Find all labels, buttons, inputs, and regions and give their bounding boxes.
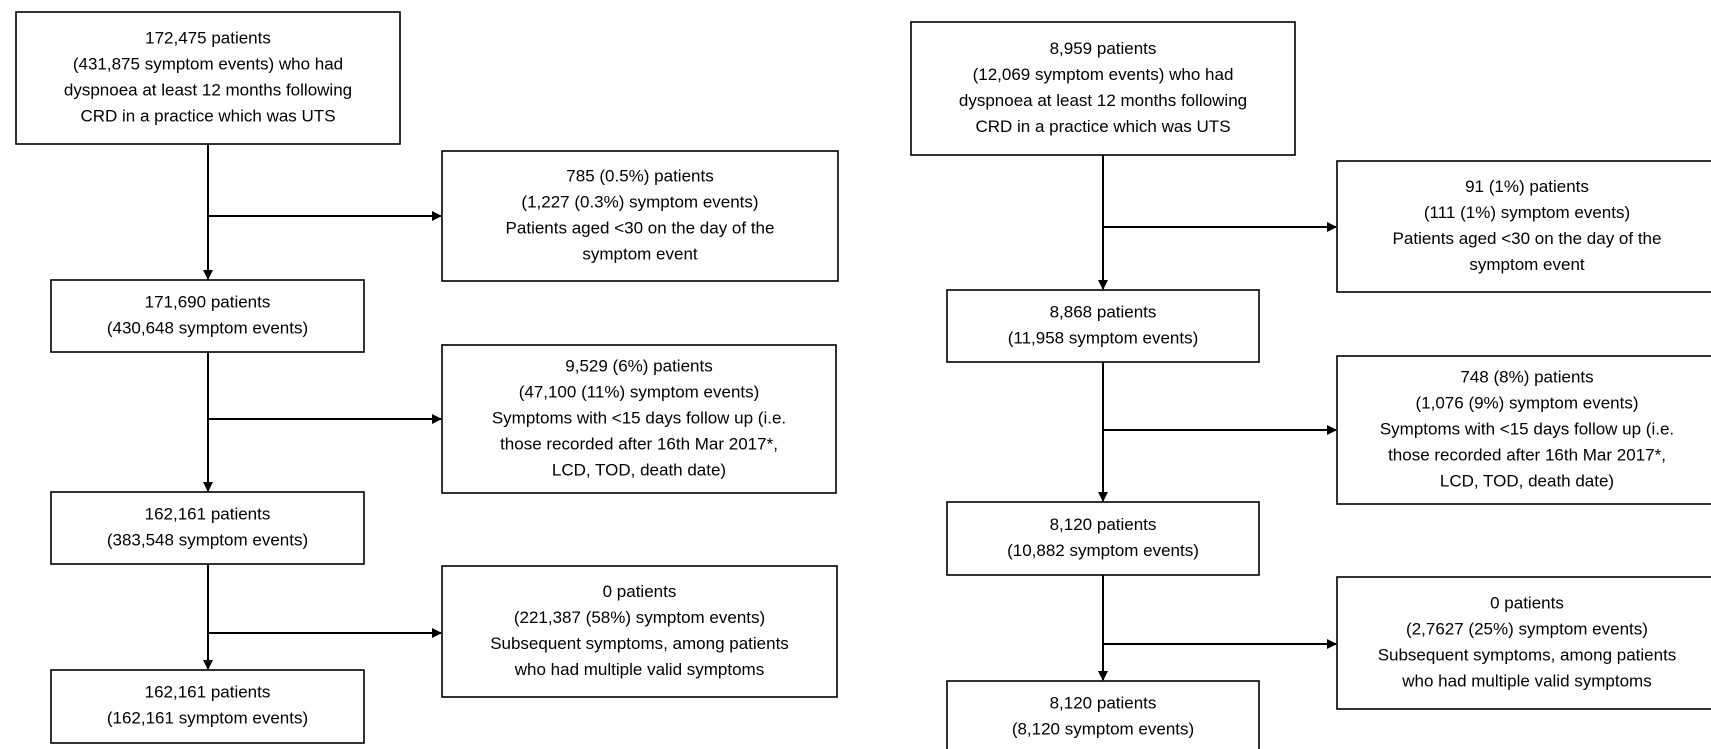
box-text: (10,882 symptom events) (1007, 541, 1199, 560)
box-text: (383,548 symptom events) (107, 530, 308, 549)
box-text: 8,120 patients (1050, 693, 1157, 712)
flow-box (50, 279, 365, 353)
box-text: dyspnoea at least 12 months following (64, 80, 352, 99)
box-text: (1,076 (9%) symptom events) (1416, 393, 1639, 412)
box-text: 8,959 patients (1050, 39, 1157, 58)
flow-box (946, 501, 1260, 576)
box-text: (221,387 (58%) symptom events) (514, 608, 765, 627)
flow-box (50, 669, 365, 744)
box-text: 748 (8%) patients (1460, 367, 1593, 386)
box-text: dyspnoea at least 12 months following (959, 91, 1247, 110)
box-text: 91 (1%) patients (1465, 177, 1589, 196)
box-text: (12,069 symptom events) who had (973, 65, 1234, 84)
exclusion-box (1336, 160, 1711, 293)
box-text: 162,161 patients (145, 504, 271, 523)
box-text: LCD, TOD, death date) (552, 460, 726, 479)
box-text: (47,100 (11%) symptom events) (519, 382, 760, 401)
box-text: Patients aged <30 on the day of the (1393, 229, 1662, 248)
box-text: 0 patients (603, 582, 677, 601)
box-text: 9,529 (6%) patients (565, 356, 712, 375)
box-text: (162,161 symptom events) (107, 708, 308, 727)
box-text: symptom event (582, 244, 698, 263)
box-text: Symptoms with <15 days follow up (i.e. (492, 408, 786, 427)
box-text: Subsequent symptoms, among patients (490, 634, 789, 653)
box-text: (11,958 symptom events) (1008, 328, 1199, 347)
box-text: Subsequent symptoms, among patients (1378, 645, 1677, 664)
box-text: Symptoms with <15 days follow up (i.e. (1380, 419, 1674, 438)
box-text: those recorded after 16th Mar 2017*, (500, 434, 778, 453)
box-text: who had multiple valid symptoms (1401, 671, 1651, 690)
box-text: CRD in a practice which was UTS (975, 117, 1230, 136)
box-text: LCD, TOD, death date) (1440, 471, 1614, 490)
box-text: symptom event (1469, 255, 1585, 274)
exclusion-box (441, 344, 837, 494)
box-text: (431,875 symptom events) who had (73, 54, 343, 73)
box-text: 162,161 patients (145, 682, 271, 701)
exclusion-box (441, 565, 838, 698)
box-text: who had multiple valid symptoms (514, 660, 764, 679)
box-text: 785 (0.5%) patients (566, 166, 713, 185)
box-text: (8,120 symptom events) (1012, 719, 1194, 738)
box-text: (2,7627 (25%) symptom events) (1406, 619, 1648, 638)
flow-box (910, 21, 1296, 156)
box-text: Patients aged <30 on the day of the (506, 218, 775, 237)
box-text: 8,868 patients (1050, 302, 1157, 321)
flow-box (15, 11, 401, 145)
box-text: 8,120 patients (1050, 515, 1157, 534)
box-text: 172,475 patients (145, 28, 271, 47)
box-text: CRD in a practice which was UTS (80, 106, 335, 125)
box-text: (111 (1%) symptom events) (1424, 203, 1630, 222)
flow-box (946, 680, 1260, 749)
box-text: 171,690 patients (145, 292, 271, 311)
flow-box (50, 491, 365, 565)
box-text: (1,227 (0.3%) symptom events) (521, 192, 758, 211)
box-text: (430,648 symptom events) (107, 318, 308, 337)
exclusion-box (1336, 576, 1711, 710)
exclusion-box (1336, 355, 1711, 505)
flow-box (946, 289, 1260, 363)
exclusion-box (441, 150, 839, 282)
box-text: those recorded after 16th Mar 2017*, (1388, 445, 1666, 464)
box-text: 0 patients (1490, 593, 1564, 612)
